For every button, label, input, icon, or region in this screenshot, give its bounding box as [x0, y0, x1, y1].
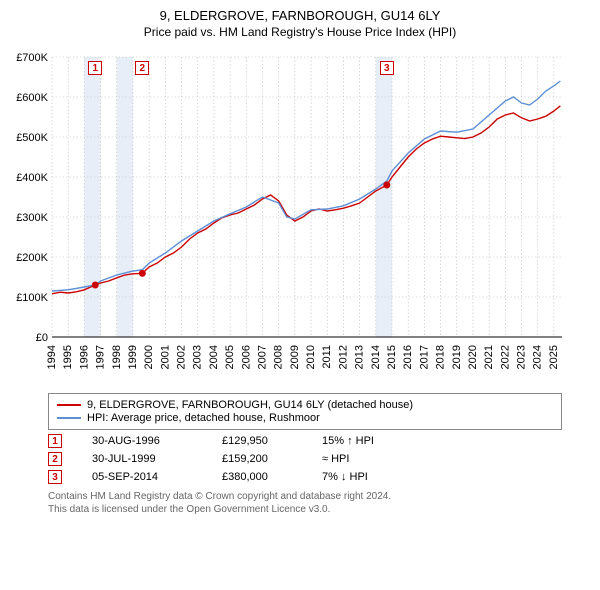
svg-text:2017: 2017	[418, 345, 430, 369]
svg-text:2022: 2022	[499, 345, 511, 369]
transaction-marker-2: 2	[135, 61, 149, 75]
transaction-date: 30-JUL-1999	[92, 453, 192, 465]
legend: 9, ELDERGROVE, FARNBOROUGH, GU14 6LY (de…	[48, 393, 562, 430]
line-chart: £0 £100K £200K £300K £400K £500K £600K £700K 199…	[8, 47, 568, 387]
transaction-price: £159,200	[222, 453, 292, 465]
legend-item: 9, ELDERGROVE, FARNBOROUGH, GU14 6LY (de…	[57, 399, 553, 411]
svg-text:£300K: £300K	[16, 212, 48, 224]
svg-text:2019: 2019	[451, 345, 463, 369]
transaction-marker-ref: 2	[48, 452, 62, 466]
transaction-marker-ref: 1	[48, 434, 62, 448]
transaction-marker-3: 3	[380, 61, 394, 75]
footer-attribution: Contains HM Land Registry data © Crown c…	[48, 490, 562, 516]
svg-text:2023: 2023	[516, 345, 528, 369]
svg-text:£600K: £600K	[16, 92, 48, 104]
legend-label: HPI: Average price, detached house, Rush…	[87, 412, 320, 424]
transaction-hpi: 7% ↓ HPI	[322, 471, 402, 483]
svg-text:2020: 2020	[467, 345, 479, 369]
svg-text:1996: 1996	[78, 345, 90, 369]
svg-text:£100K: £100K	[16, 292, 48, 304]
svg-text:2016: 2016	[402, 345, 414, 369]
svg-text:£400K: £400K	[16, 172, 48, 184]
svg-text:2025: 2025	[548, 345, 560, 369]
transaction-row: 1 30-AUG-1996 £129,950 15% ↑ HPI	[48, 434, 562, 448]
transaction-marker-1: 1	[88, 61, 102, 75]
transaction-price: £380,000	[222, 471, 292, 483]
svg-text:1998: 1998	[111, 345, 123, 369]
transaction-price: £129,950	[222, 435, 292, 447]
svg-text:2008: 2008	[273, 345, 285, 369]
svg-text:2013: 2013	[354, 345, 366, 369]
legend-swatch	[57, 417, 81, 419]
svg-text:2024: 2024	[532, 345, 544, 369]
transactions-table: 1 30-AUG-1996 £129,950 15% ↑ HPI 2 30-JUL-199…	[48, 434, 562, 484]
svg-text:2007: 2007	[256, 345, 268, 369]
transaction-marker-ref: 3	[48, 470, 62, 484]
footer-line: This data is licensed under the Open Gov…	[48, 503, 562, 516]
svg-text:2011: 2011	[321, 345, 333, 369]
svg-text:2014: 2014	[370, 345, 382, 369]
svg-text:2000: 2000	[143, 345, 155, 369]
chart-area: £0 £100K £200K £300K £400K £500K £600K £700K 199…	[8, 47, 592, 387]
svg-text:2018: 2018	[435, 345, 447, 369]
chart-title: 9, ELDERGROVE, FARNBOROUGH, GU14 6LY	[8, 8, 592, 23]
chart-subtitle: Price paid vs. HM Land Registry's House …	[8, 25, 592, 39]
svg-text:£700K: £700K	[16, 52, 48, 64]
legend-swatch	[57, 404, 81, 406]
svg-text:2006: 2006	[240, 345, 252, 369]
transaction-row: 3 05-SEP-2014 £380,000 7% ↓ HPI	[48, 470, 562, 484]
svg-text:2001: 2001	[159, 345, 171, 369]
svg-text:2004: 2004	[208, 345, 220, 369]
svg-text:2010: 2010	[305, 345, 317, 369]
transaction-hpi: 15% ↑ HPI	[322, 435, 402, 447]
svg-text:2002: 2002	[176, 345, 188, 369]
legend-item: HPI: Average price, detached house, Rush…	[57, 412, 553, 424]
svg-text:£0: £0	[36, 332, 48, 344]
transaction-date: 30-AUG-1996	[92, 435, 192, 447]
svg-text:2015: 2015	[386, 345, 398, 369]
svg-text:1999: 1999	[127, 345, 139, 369]
svg-text:£200K: £200K	[16, 252, 48, 264]
svg-text:2009: 2009	[289, 345, 301, 369]
transaction-date: 05-SEP-2014	[92, 471, 192, 483]
svg-text:1997: 1997	[95, 345, 107, 369]
legend-label: 9, ELDERGROVE, FARNBOROUGH, GU14 6LY (de…	[87, 399, 413, 411]
svg-text:2005: 2005	[224, 345, 236, 369]
svg-text:2012: 2012	[337, 345, 349, 369]
svg-text:£500K: £500K	[16, 132, 48, 144]
footer-line: Contains HM Land Registry data © Crown c…	[48, 490, 562, 503]
svg-text:2003: 2003	[192, 345, 204, 369]
svg-text:1995: 1995	[62, 345, 74, 369]
svg-text:2021: 2021	[483, 345, 495, 369]
transaction-row: 2 30-JUL-1999 £159,200 ≈ HPI	[48, 452, 562, 466]
transaction-hpi: ≈ HPI	[322, 453, 402, 465]
svg-text:1994: 1994	[46, 345, 58, 369]
